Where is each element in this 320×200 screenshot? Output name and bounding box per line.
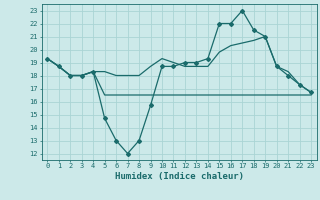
X-axis label: Humidex (Indice chaleur): Humidex (Indice chaleur): [115, 172, 244, 181]
